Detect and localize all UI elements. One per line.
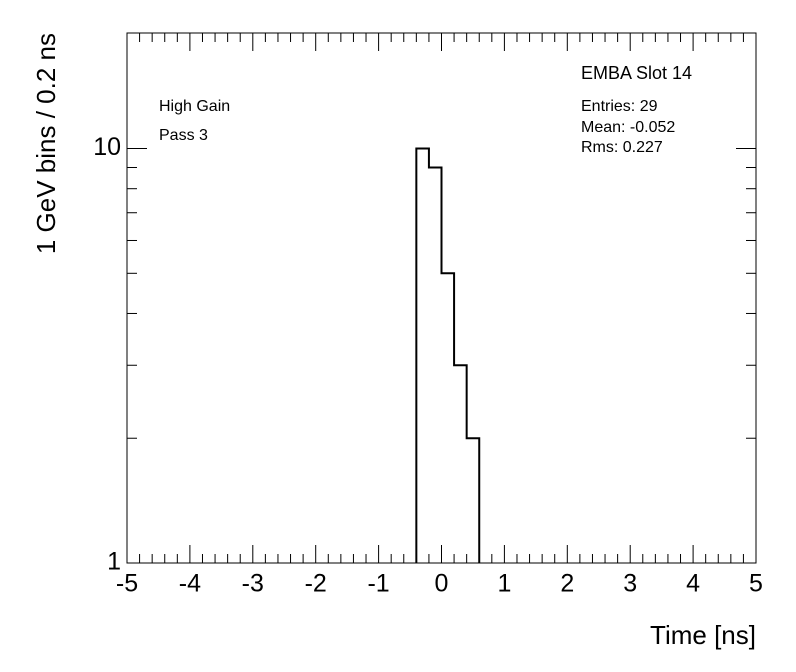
annotation: High Gain [159, 98, 230, 115]
x-tick-label: -5 [116, 570, 138, 598]
x-tick-label: 3 [623, 570, 637, 598]
x-tick-label: 0 [435, 570, 449, 598]
stats-rms: Rms: 0.227 [581, 139, 663, 156]
x-tick-label: 1 [497, 570, 511, 598]
y-tick-label: 10 [93, 133, 121, 161]
stats-entries: Entries: 29 [581, 98, 658, 115]
x-tick-label: -4 [179, 570, 201, 598]
x-tick-label: -3 [242, 570, 264, 598]
stats-mean: Mean: -0.052 [581, 119, 675, 136]
bar [416, 149, 429, 563]
bar [467, 438, 480, 563]
x-tick-label: -1 [367, 570, 389, 598]
bar [442, 273, 455, 563]
annotation: Pass 3 [159, 127, 208, 144]
x-tick-label: -2 [305, 570, 327, 598]
y-tick-label: 1 [107, 548, 121, 576]
x-tick-label: 2 [560, 570, 574, 598]
bar [454, 365, 467, 563]
bar [429, 167, 442, 563]
histogram-outline [415, 147, 481, 563]
y-axis-title: 1 GeV bins / 0.2 ns [31, 33, 61, 254]
x-tick-label: 5 [749, 570, 763, 598]
x-tick-label: 4 [686, 570, 700, 598]
chart-title: EMBA Slot 14 [581, 63, 692, 83]
x-axis-title: Time [ns] [650, 620, 756, 650]
